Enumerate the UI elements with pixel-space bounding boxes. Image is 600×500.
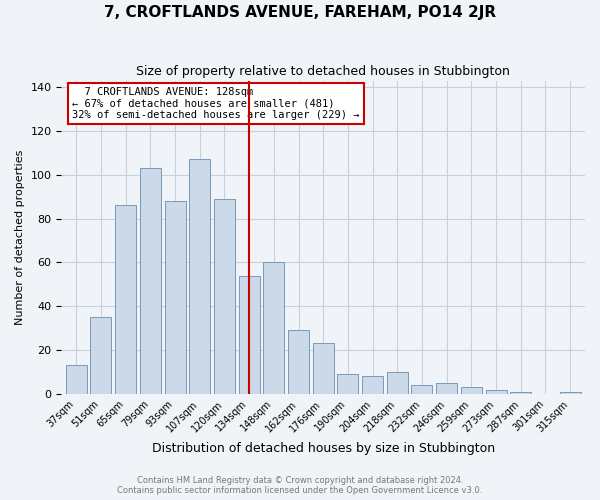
Bar [387,372,408,394]
X-axis label: Distribution of detached houses by size in Stubbington: Distribution of detached houses by size … [152,442,495,455]
Text: Contains HM Land Registry data © Crown copyright and database right 2024.
Contai: Contains HM Land Registry data © Crown c… [118,476,482,495]
Bar [288,330,309,394]
Bar [239,276,260,394]
Bar [485,390,506,394]
Bar [66,366,87,394]
Text: 7, CROFTLANDS AVENUE, FAREHAM, PO14 2JR: 7, CROFTLANDS AVENUE, FAREHAM, PO14 2JR [104,5,496,20]
Bar [214,199,235,394]
Text: 7 CROFTLANDS AVENUE: 128sqm
← 67% of detached houses are smaller (481)
32% of se: 7 CROFTLANDS AVENUE: 128sqm ← 67% of det… [72,87,359,120]
Bar [189,160,210,394]
Bar [91,317,112,394]
Bar [412,385,433,394]
Bar [164,201,185,394]
Bar [115,206,136,394]
Bar [313,344,334,394]
Bar [362,376,383,394]
Bar [560,392,581,394]
Title: Size of property relative to detached houses in Stubbington: Size of property relative to detached ho… [136,65,510,78]
Bar [263,262,284,394]
Bar [461,388,482,394]
Bar [337,374,358,394]
Bar [436,383,457,394]
Bar [510,392,531,394]
Bar [140,168,161,394]
Y-axis label: Number of detached properties: Number of detached properties [15,150,25,325]
